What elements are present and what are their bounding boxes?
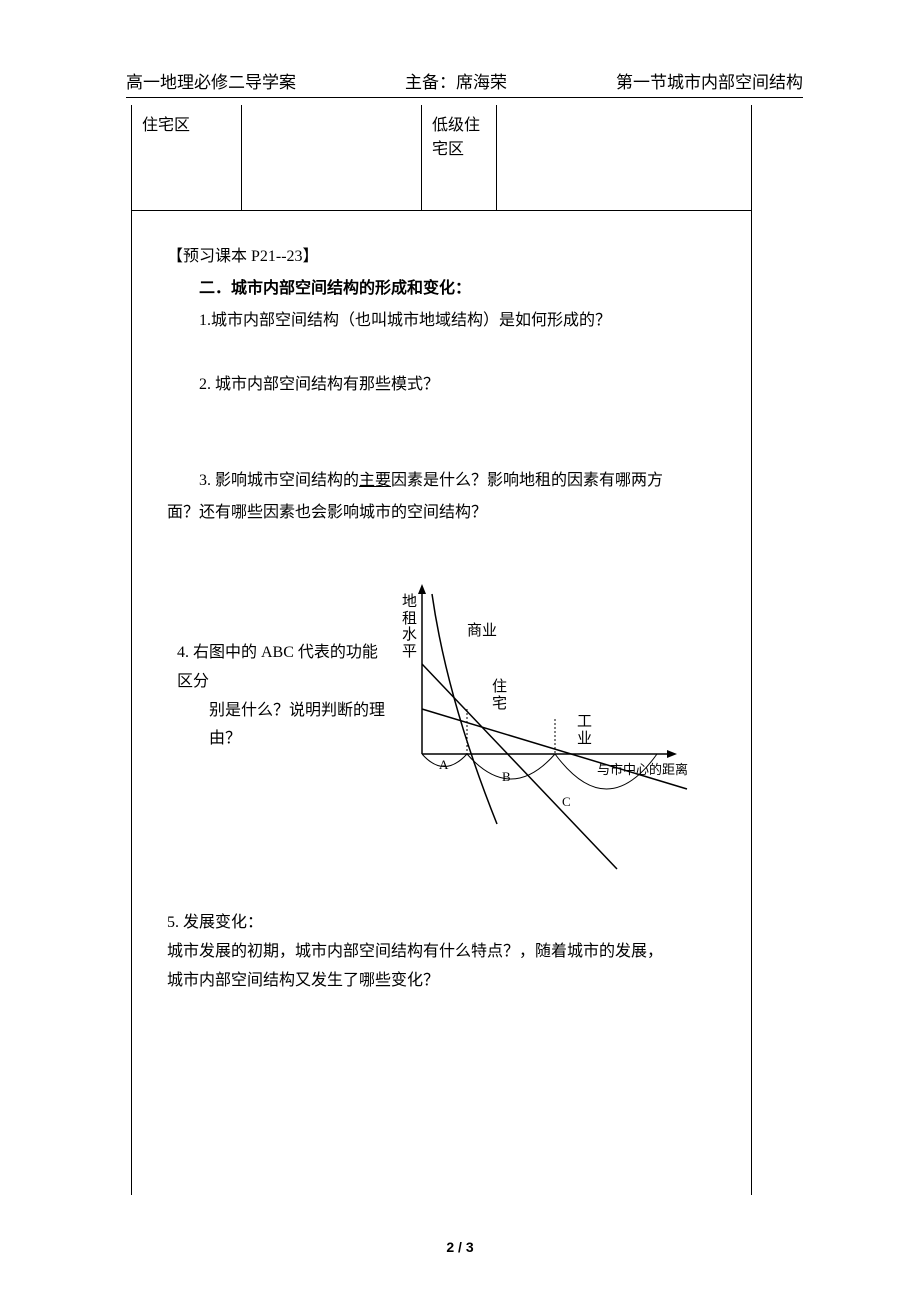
header-left: 高一地理必修二导学案: [126, 68, 296, 93]
table-section: 住宅区 低级住宅区: [132, 105, 751, 211]
table-cell-4: [497, 105, 751, 210]
question-4-block: 4. 右图中的 ABC 代表的功能区分 别是什么？说明判断的理由？: [132, 579, 751, 889]
question-4-text: 4. 右图中的 ABC 代表的功能区分 别是什么？说明判断的理由？: [132, 579, 392, 889]
q5-line2: 城市内部空间结构又发生了哪些变化？: [167, 967, 716, 996]
table-cell-2: [242, 105, 422, 210]
question-1: 1.城市内部空间结构（也叫城市地域结构）是如何形成的？: [167, 305, 716, 337]
page-number: 2 / 3: [0, 1239, 920, 1255]
region-c: C: [562, 794, 571, 810]
cell-text: 住宅区: [142, 117, 190, 134]
header-center: 主备：席海荣: [405, 68, 507, 93]
y-axis-label: 地 租 水 平: [402, 594, 417, 660]
q3-text2: 因素是什么？影响地租的因素有哪两方: [391, 472, 663, 489]
chart-svg: [392, 579, 722, 889]
question-3-line1: 3. 影响城市空间结构的主要因素是什么？影响地租的因素有哪两方: [167, 465, 716, 497]
q3-underline: 主要: [359, 472, 391, 489]
q5-title: 5. 发展变化：: [167, 909, 716, 938]
region-a: A: [439, 757, 448, 773]
question-3-line2: 面？还有哪些因素也会影响城市的空间结构？: [167, 497, 716, 529]
series-label-residential: 住 宅: [492, 679, 507, 712]
table-cell-1: 住宅区: [132, 105, 242, 210]
region-b: B: [502, 769, 511, 785]
bid-rent-chart: 地 租 水 平 商业 住 宅 工 业 与市中心的距离 A B C: [392, 579, 751, 889]
preview-ref: 【预习课本 P21--23】: [167, 241, 716, 273]
series-label-commercial: 商业: [467, 619, 497, 640]
body-content: 【预习课本 P21--23】 二．城市内部空间结构的形成和变化： 1.城市内部空…: [132, 211, 751, 539]
page-header: 高一地理必修二导学案 主备：席海荣 第一节城市内部空间结构: [126, 68, 803, 98]
section-heading: 二．城市内部空间结构的形成和变化：: [167, 273, 716, 305]
q5-line1: 城市发展的初期，城市内部空间结构有什么特点？，随着城市的发展，: [167, 938, 716, 967]
q4-line2: 别是什么？说明判断的理由？: [177, 697, 392, 755]
x-axis-label: 与市中心的距离: [597, 759, 688, 778]
table-row: 住宅区 低级住宅区: [132, 105, 751, 210]
content-frame: 住宅区 低级住宅区 【预习课本 P21--23】 二．城市内部空间结构的形成和变…: [131, 105, 752, 1195]
question-2: 2. 城市内部空间结构有那些模式？: [167, 369, 716, 401]
table-cell-3: 低级住宅区: [422, 105, 497, 210]
q3-text: 3. 影响城市空间结构的: [199, 472, 359, 489]
series-label-industrial: 工 业: [577, 714, 592, 747]
question-5-block: 5. 发展变化： 城市发展的初期，城市内部空间结构有什么特点？，随着城市的发展，…: [132, 909, 751, 995]
q4-line1: 4. 右图中的 ABC 代表的功能区分: [177, 639, 392, 697]
header-right: 第一节城市内部空间结构: [616, 68, 803, 93]
cell-text: 低级住宅区: [432, 117, 480, 158]
